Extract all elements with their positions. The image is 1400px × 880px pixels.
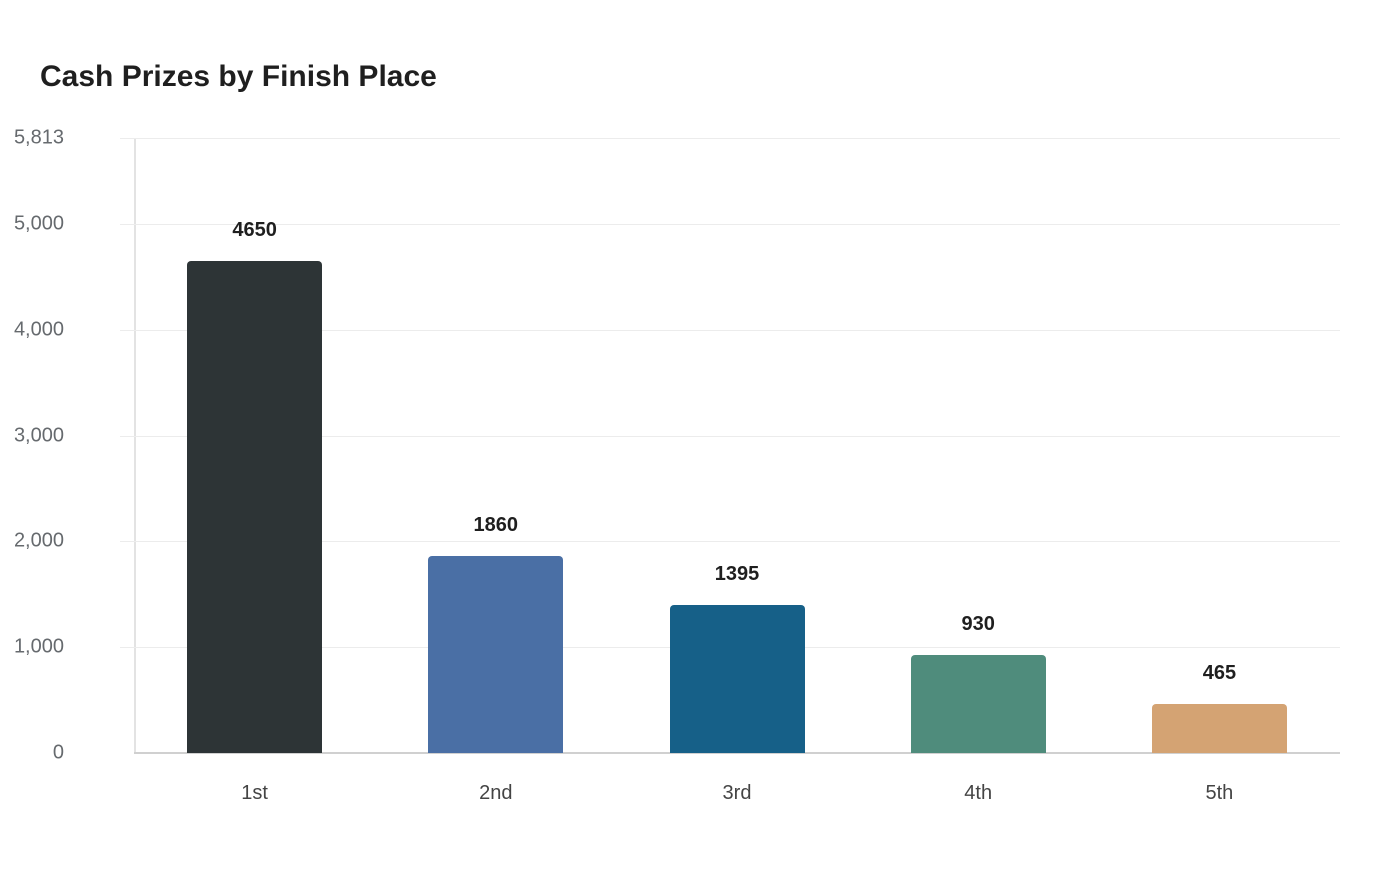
gridline (120, 753, 1340, 754)
x-tick-label: 5th (1205, 782, 1234, 804)
bar-1st[interactable] (187, 261, 323, 753)
bar-4th[interactable] (910, 654, 1046, 753)
gridline (120, 138, 1340, 139)
bar-3rd[interactable] (669, 605, 805, 753)
x-tick-label: 2nd (479, 782, 513, 804)
y-axis-line (134, 138, 136, 753)
x-tick-label: 1st (241, 782, 268, 804)
y-tick-label: 5,000 (13, 212, 64, 235)
gridline (120, 435, 1340, 437)
y-tick-label: 5,813 (13, 126, 64, 149)
gridline (120, 329, 1340, 331)
y-tick-label: 0 (52, 741, 64, 764)
bar-value-label: 1860 (473, 514, 519, 537)
bar-value-label: 465 (1202, 661, 1237, 684)
bar-value-label: 930 (961, 612, 995, 635)
gridline (120, 224, 1340, 225)
chart-title: Cash Prizes by Finish Place (40, 60, 437, 93)
plot-area: 0 1,000 2,000 3,000 4,000 5,000 5,813 4650 1st 18… (14, 127, 1340, 804)
bar-2nd[interactable] (428, 556, 564, 753)
x-tick-label: 4th (964, 782, 993, 804)
bar-5th[interactable] (1151, 703, 1287, 753)
y-tick-label: 1,000 (13, 635, 64, 658)
y-tick-label: 4,000 (13, 318, 64, 341)
gridline (120, 541, 1340, 543)
x-tick-label: 3rd (722, 782, 752, 804)
x-axis-line (134, 752, 1340, 754)
bar-value-label: 1395 (714, 563, 760, 586)
bar-value-label: 4650 (232, 219, 277, 242)
y-tick-label: 3,000 (13, 424, 64, 447)
y-tick-label: 2,000 (13, 529, 64, 552)
